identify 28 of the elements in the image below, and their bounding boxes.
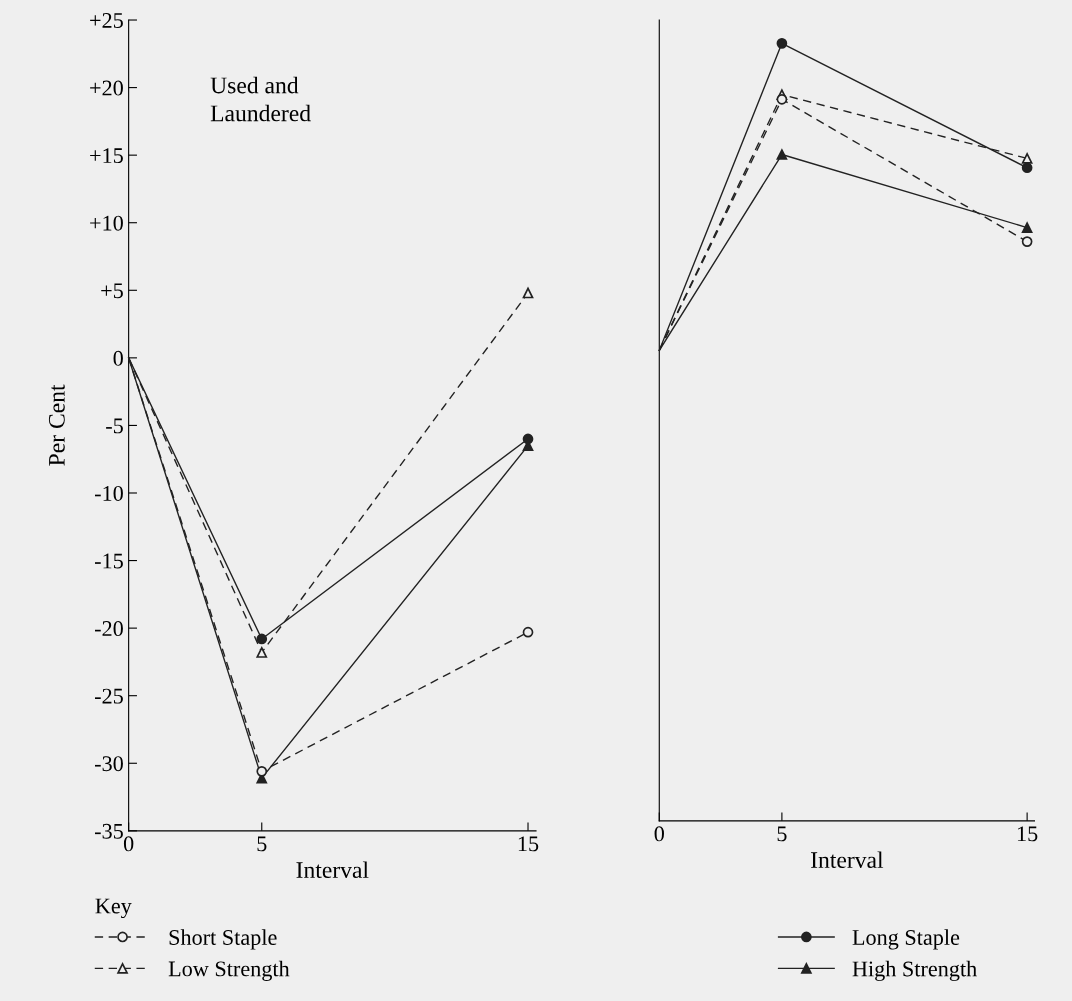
x-tick-label: 0 — [654, 826, 664, 842]
y-tick-label: +5 — [101, 283, 123, 299]
y-tick-label: +20 — [90, 80, 123, 96]
y-axis-title: Per Cent — [48, 384, 65, 466]
legend-title: Key — [95, 898, 132, 919]
x-tick-label: 0 — [123, 836, 134, 852]
annotation: Used and Laundered — [210, 76, 311, 122]
y-tick-label: -25 — [94, 688, 123, 704]
y-tick-label: -35 — [94, 823, 123, 839]
x-tick-label: 5 — [777, 826, 787, 842]
x-tick-label: 15 — [1017, 826, 1038, 842]
y-tick-label: +15 — [90, 148, 123, 164]
legend-label: High Strength — [852, 960, 977, 981]
y-tick-label: -10 — [94, 485, 123, 501]
y-tick-label: -5 — [106, 418, 123, 434]
y-tick-label: -15 — [94, 553, 123, 569]
y-tick-label: -30 — [94, 756, 123, 772]
legend-label: Long Staple — [852, 929, 960, 950]
y-tick-label: +10 — [90, 215, 123, 231]
legend-label: Low Strength — [168, 960, 290, 981]
legend-label: Short Staple — [169, 929, 277, 950]
y-tick-label: 0 — [113, 350, 123, 366]
y-tick-label: -20 — [94, 621, 123, 637]
x-tick-label: 15 — [518, 836, 539, 852]
y-tick-label: +25 — [90, 13, 123, 28]
x-axis-title: Interval — [296, 861, 369, 879]
x-axis-title: Interval — [811, 851, 884, 869]
x-tick-label: 5 — [257, 836, 267, 852]
